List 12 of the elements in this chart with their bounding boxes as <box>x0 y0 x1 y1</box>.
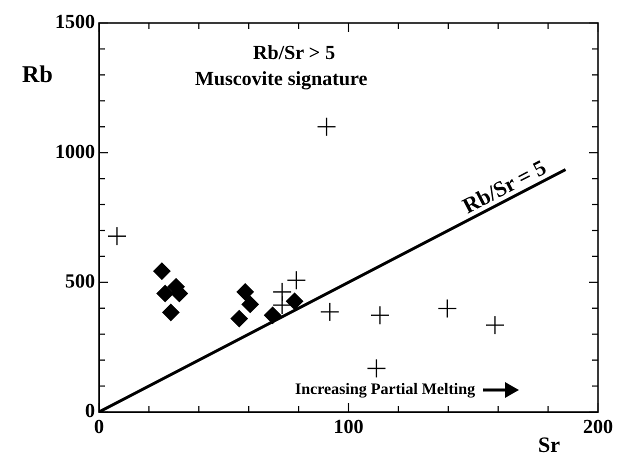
annotation: Muscovite signature <box>195 68 368 91</box>
x-tick-label: 200 <box>583 416 613 438</box>
y-tick-label: 0 <box>85 400 95 422</box>
y-tick-label: 1000 <box>55 140 95 163</box>
annotation: Rb/Sr > 5 <box>253 42 336 65</box>
annotation: Increasing Partial Melting <box>295 380 476 400</box>
y-axis-title: Rb <box>22 62 53 89</box>
x-tick-label: 100 <box>334 416 364 438</box>
y-tick-label: 500 <box>65 270 95 293</box>
annotation: Rb/Sr = 5 <box>458 154 550 218</box>
x-axis-title: Sr <box>538 432 560 458</box>
y-tick-label: 1500 <box>55 11 95 34</box>
